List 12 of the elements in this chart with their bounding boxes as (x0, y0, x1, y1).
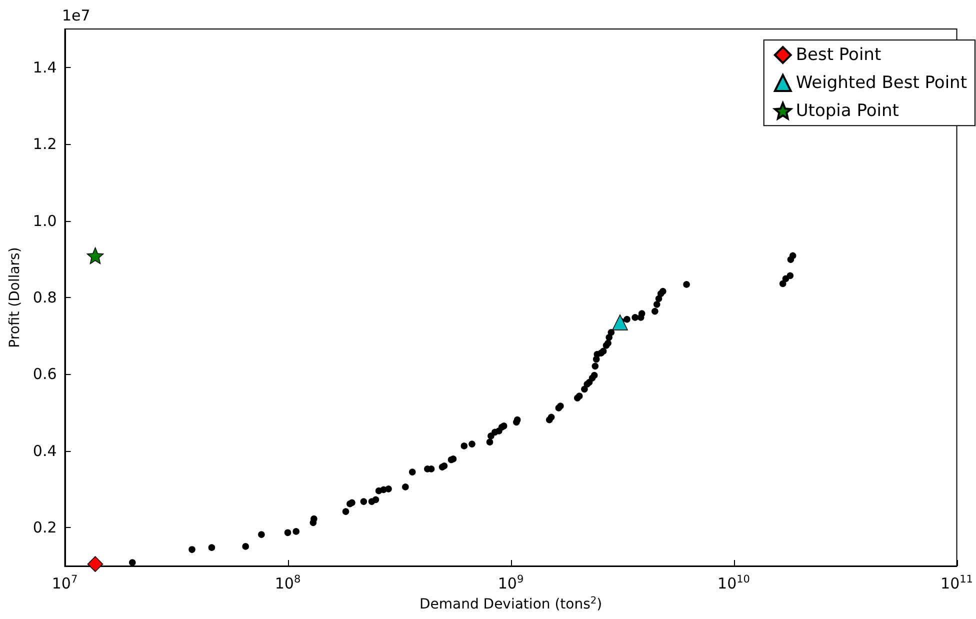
legend-label: Best Point (796, 45, 882, 65)
legend-label: Utopia Point (796, 100, 900, 121)
y-tick-label: 0.8 (32, 288, 57, 306)
legend-label: Weighted Best Point (796, 73, 968, 93)
y-tick-label: 0.6 (32, 365, 57, 384)
text: 1e7 (62, 6, 90, 24)
y-tick-label: 1.4 (32, 58, 57, 76)
y-tick-label: 0.4 (32, 442, 57, 460)
y-tick-label: 0.2 (32, 518, 57, 537)
y-tick-label: 1.0 (32, 212, 57, 230)
y-tick-label: 1.2 (32, 135, 57, 154)
y-axis-title: Profit (Dollars) (7, 247, 23, 348)
